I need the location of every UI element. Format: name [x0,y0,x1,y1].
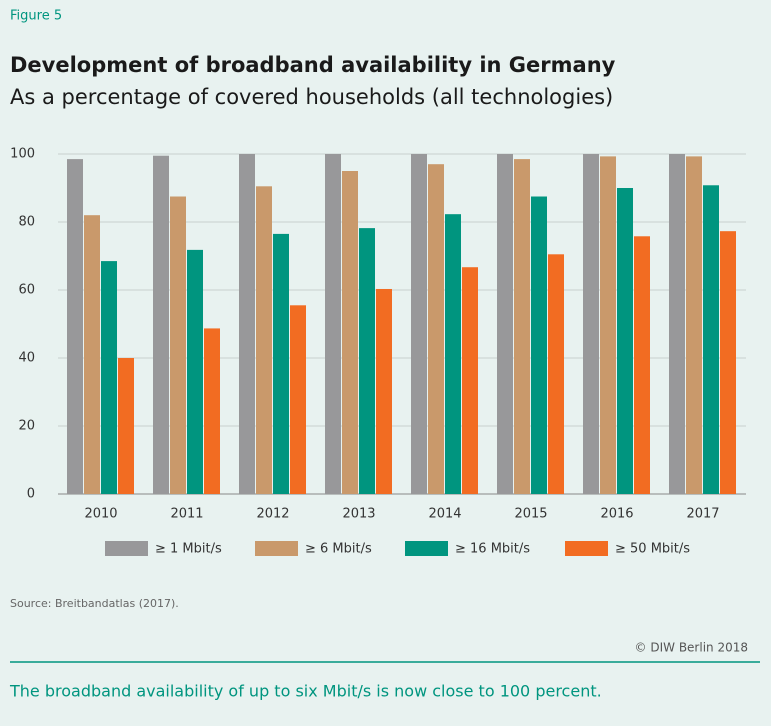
y-tick-label: 80 [18,215,35,230]
bar [359,228,375,494]
bar [170,196,186,494]
bar [67,159,83,494]
bar [256,186,272,495]
bar [411,154,427,494]
bar [204,328,220,494]
bar [325,154,341,494]
chart-title: Development of broadband availability in… [10,53,616,77]
legend-swatch [105,541,148,556]
chart-subtitle: As a percentage of covered households (a… [10,85,613,109]
legend-swatch [405,541,448,556]
caption: The broadband availability of up to six … [9,682,602,701]
bar [101,261,117,494]
bar [239,154,255,494]
bar [290,305,306,494]
bar [428,164,444,494]
bar [583,154,599,494]
legend-swatch [565,541,608,556]
legend-label: ≥ 16 Mbit/s [455,542,530,557]
y-tick-label: 60 [18,283,35,298]
legend-label: ≥ 50 Mbit/s [615,542,690,557]
x-tick-label: 2015 [514,507,547,522]
bar [187,249,203,494]
figure-label: Figure 5 [10,9,62,24]
x-tick-label: 2013 [342,507,375,522]
x-tick-label: 2011 [170,507,203,522]
legend-swatch [255,541,298,556]
legend-label: ≥ 6 Mbit/s [305,542,372,557]
bar [118,358,134,494]
bar [600,156,616,494]
bar [497,154,513,494]
bar [617,188,633,494]
x-tick-label: 2012 [256,507,289,522]
y-tick-label: 100 [10,147,35,162]
source: Source: Breitbandatlas (2017). [10,597,179,610]
bar [686,156,702,494]
bar [376,288,392,494]
bar [273,233,289,494]
bar [531,196,547,494]
x-tick-label: 2016 [600,507,633,522]
x-tick-label: 2014 [428,507,461,522]
bar [634,236,650,494]
bar [669,154,685,494]
x-tick-label: 2017 [686,507,719,522]
bar [548,254,564,494]
copyright: © DIW Berlin 2018 [635,641,748,655]
y-tick-label: 0 [27,487,35,502]
x-tick-label: 2010 [84,507,117,522]
bar [720,231,736,494]
bar [445,214,461,494]
bar [462,267,478,494]
y-tick-label: 20 [18,419,35,434]
bar [703,185,719,494]
legend-label: ≥ 1 Mbit/s [155,542,222,557]
y-tick-label: 40 [18,351,35,366]
bar [153,155,169,494]
bar [342,171,358,494]
bar [84,215,100,494]
bar [514,159,530,494]
